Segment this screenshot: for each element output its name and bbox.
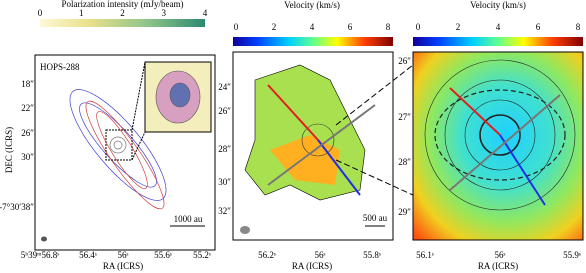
panel-1 [34, 19, 216, 251]
x-tick-label: 56ˢ [118, 250, 129, 260]
beam [240, 226, 250, 234]
zoom-line [335, 159, 414, 196]
x-tick-label: 56.2ˢ [258, 250, 276, 260]
colorbar-tick-label: 2 [456, 22, 461, 32]
colorbar-tick-label: 4 [310, 22, 315, 32]
x-axis-label: RA (ICRS) [478, 261, 518, 271]
colorbar-label: Velocity (km/s) [470, 0, 526, 10]
panel-3 [335, 37, 584, 241]
x-tick-label: 55.9ˢ [563, 250, 581, 260]
colorbar [233, 37, 393, 46]
colorbar-tick-label: 1 [79, 8, 84, 18]
x-tick-label: 56.4ˢ [79, 250, 97, 260]
y-tick-label: 30″ [21, 152, 34, 162]
contours [424, 59, 576, 211]
beam [41, 236, 47, 242]
x-tick-label: 56ˢ [495, 250, 506, 260]
zoom-box [105, 129, 133, 161]
y-tick-label: 26″ [398, 56, 411, 66]
y-tick-label: 32″ [218, 206, 231, 216]
y-tick-label: 18″ [21, 79, 34, 89]
colorbar-tick-label: 3 [162, 8, 167, 18]
y-tick-label: 28″ [218, 144, 231, 154]
colorbar-tick-label: 0 [38, 8, 43, 18]
contour [301, 123, 335, 157]
blue-lobe-arrow [499, 134, 546, 206]
y-tick-label: 22″ [21, 103, 34, 113]
y-tick-label: 27″ [398, 112, 411, 122]
y-tick-label: 28″ [398, 157, 411, 167]
colorbar-tick-label: 4 [203, 8, 208, 18]
disk-arrow [449, 94, 561, 191]
colorbar-tick-label: 0 [234, 22, 239, 32]
colorbar-tick-label: 8 [576, 22, 581, 32]
scale-bar-label: 1000 au [174, 214, 203, 224]
contours [69, 89, 167, 210]
colorbar-tick-label: 0 [416, 22, 421, 32]
panel-2 [232, 37, 394, 241]
colorbar-tick-label: 2 [272, 22, 277, 32]
x-tick-label: 56.1ˢ [416, 250, 434, 260]
x-tick-label: 55.8ˢ [363, 250, 381, 260]
x-tick-label: 56ˢ [315, 250, 326, 260]
y-tick-label: 26″ [21, 128, 34, 138]
colorbar-tick-label: 6 [348, 22, 353, 32]
disk-arrow [267, 104, 376, 186]
inset-core [169, 82, 191, 108]
y-tick-label: 24″ [218, 82, 231, 92]
colorbar-label: Polarization intensity (mJy/beam) [62, 0, 184, 9]
y-tick-label: -7°30′38″ [0, 202, 34, 212]
colorbar-tick-label: 2 [120, 8, 125, 18]
colorbar [40, 19, 205, 27]
y-tick-label: 29″ [398, 207, 411, 217]
colorbar-label: Velocity (km/s) [284, 0, 340, 10]
zoom-line [335, 64, 414, 126]
x-tick-label: 55.6ˢ [154, 250, 172, 260]
red-lobe-arrow [267, 84, 319, 141]
y-axis-label: DEC (ICRS) [4, 127, 14, 173]
zoom-line [131, 61, 146, 131]
zoom-line [131, 131, 146, 161]
source-label: HOPS-288 [40, 62, 80, 72]
scale-bar-label: 500 au [363, 213, 388, 223]
x-axis-label: RA (ICRS) [292, 261, 332, 271]
colorbar-tick-label: 4 [496, 22, 501, 32]
colorbar [413, 37, 583, 46]
colorbar-tick-label: 6 [536, 22, 541, 32]
y-tick-label: 30″ [218, 177, 231, 187]
x-axis-label: RA (ICRS) [103, 261, 143, 271]
x-tick-label: 55.2ˢ [193, 250, 211, 260]
x-tick-label: 5ʰ39ᵐ56.8ˢ [21, 250, 60, 260]
colorbar-tick-label: 8 [386, 22, 391, 32]
y-tick-label: 26″ [218, 106, 231, 116]
blue-lobe-arrow [317, 139, 361, 196]
red-lobe-arrow [449, 87, 501, 136]
